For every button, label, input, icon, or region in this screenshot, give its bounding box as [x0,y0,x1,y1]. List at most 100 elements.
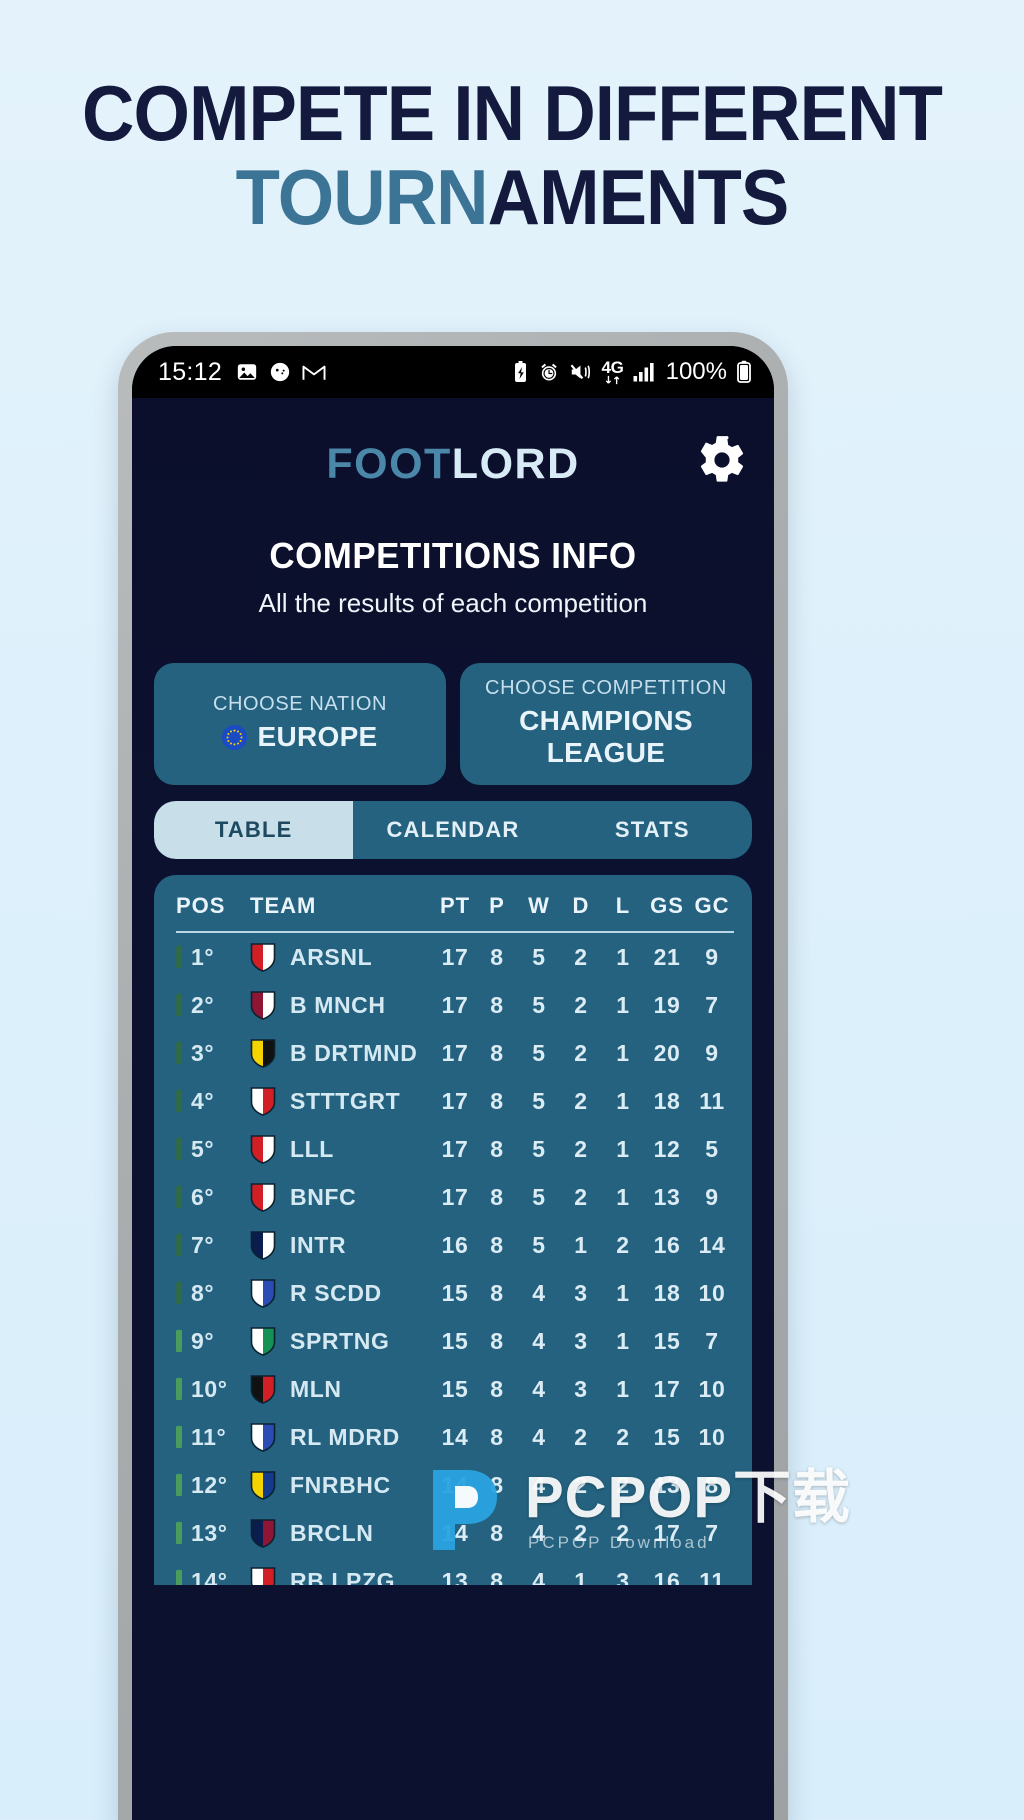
cell-position: 10° [176,1376,250,1403]
cell-losses: 1 [616,1087,630,1114]
battery-percent-label: 100% [665,358,727,385]
cell-points: 17 [441,1183,469,1210]
cell-played: 8 [490,1135,504,1162]
team-name: BRCLN [290,1519,374,1546]
position-label: 4° [191,1087,215,1114]
table-row[interactable]: 8° R SCDD 15 8 4 3 1 18 10 [154,1269,752,1317]
position-label: 2° [191,991,215,1018]
cell-goals-conceded: 10 [698,1279,726,1306]
table-row[interactable]: 13° BRCLN 14 8 4 2 2 17 7 [154,1509,752,1557]
cell-position: 1° [176,944,250,971]
qualification-bar [176,1042,182,1064]
cell-losses: 1 [616,1327,630,1354]
cell-team: B MNCH [250,990,434,1020]
position-label: 3° [191,1039,215,1066]
cell-goals-conceded: 10 [698,1375,726,1402]
table-row[interactable]: 6° BNFC 17 8 5 2 1 13 9 [154,1173,752,1221]
cell-draws: 1 [574,1231,588,1258]
position-label: 13° [191,1519,228,1546]
position-label: 8° [191,1279,215,1306]
cell-points: 14 [441,1519,469,1546]
cell-wins: 4 [532,1279,546,1306]
gear-icon[interactable] [696,434,748,486]
cell-draws: 2 [574,943,588,970]
cell-goals-conceded: 7 [705,1327,719,1354]
cell-position: 2° [176,992,250,1019]
team-name: RL MDRD [290,1423,400,1450]
cell-team: LLL [250,1134,434,1164]
cell-goals-conceded: 5 [705,1135,719,1162]
cell-draws: 1 [574,1567,588,1586]
column-header-gc: GC [694,893,730,918]
cell-position: 14° [176,1568,250,1585]
table-row[interactable]: 7° INTR 16 8 5 1 2 16 14 [154,1221,752,1269]
table-row[interactable]: 11° RL MDRD 14 8 4 2 2 15 10 [154,1413,752,1461]
column-header-pt: PT [439,893,471,918]
cell-goals-conceded: 9 [705,1039,719,1066]
cell-wins: 4 [532,1327,546,1354]
position-label: 6° [191,1183,215,1210]
cell-goals-scored: 18 [653,1279,681,1306]
cell-played: 8 [490,1471,504,1498]
cell-goals-conceded: 11 [699,1087,725,1114]
table-row[interactable]: 4° STTTGRT 17 8 5 2 1 18 11 [154,1077,752,1125]
cell-losses: 1 [616,943,630,970]
alarm-icon [538,361,560,383]
promo-headline-rest: AMENTS [487,152,790,241]
cell-draws: 2 [574,1183,588,1210]
cell-points: 17 [441,1087,469,1114]
cell-wins: 5 [532,1039,546,1066]
cell-draws: 2 [574,1471,588,1498]
team-name: LLL [290,1135,334,1162]
qualification-bar [176,1138,182,1160]
team-name: RB LPZG [290,1567,396,1586]
cell-wins: 5 [532,1231,546,1258]
cell-played: 8 [490,1519,504,1546]
table-row[interactable]: 14° RB LPZG 13 8 4 1 3 16 11 [154,1557,752,1585]
table-row[interactable]: 9° SPRTNG 15 8 4 3 1 15 7 [154,1317,752,1365]
battery-saver-icon [512,360,529,384]
table-row[interactable]: 1° ARSNL 17 8 5 2 1 21 9 [154,933,752,981]
cell-goals-scored: 16 [653,1567,681,1586]
team-name: B MNCH [290,991,386,1018]
cell-wins: 4 [532,1471,546,1498]
table-row[interactable]: 5° LLL 17 8 5 2 1 12 5 [154,1125,752,1173]
cell-wins: 5 [532,991,546,1018]
cell-wins: 4 [532,1567,546,1586]
column-header-team: TEAM [250,893,317,918]
app-header: FOOTLORD [154,398,752,489]
choose-competition-button[interactable]: CHOOSE COMPETITION CHAMPIONS LEAGUE [460,663,752,785]
cell-wins: 5 [532,1183,546,1210]
choose-competition-value-wrap: CHAMPIONS LEAGUE [468,705,744,769]
table-body: 1° ARSNL 17 8 5 2 1 21 9 2° B MNCH 17 8 5 2 1 19 7 3° B DRT… [154,933,752,1585]
table-row[interactable]: 12° FNRBHC 14 8 4 2 2 13 8 [154,1461,752,1509]
cell-goals-conceded: 14 [698,1231,726,1258]
qualification-bar [176,1186,182,1208]
cell-goals-conceded: 7 [705,991,719,1018]
cell-goals-scored: 17 [653,1519,681,1546]
app-logo-part2: LORD [451,440,580,488]
qualification-bar [176,1426,182,1448]
cell-goals-scored: 16 [653,1231,681,1258]
choose-nation-button[interactable]: CHOOSE NATION [154,663,446,785]
tab-table[interactable]: TABLE [154,801,354,859]
team-crest-icon [250,1566,276,1585]
tab-calendar[interactable]: CALENDAR [386,817,520,842]
cell-goals-scored: 15 [653,1423,681,1450]
mute-vibrate-icon [569,361,593,383]
cell-losses: 2 [616,1423,630,1450]
team-crest-icon [250,1182,276,1212]
table-row[interactable]: 3° B DRTMND 17 8 5 2 1 20 9 [154,1029,752,1077]
tab-stats[interactable]: STATS [614,817,690,842]
cell-losses: 1 [616,1039,630,1066]
cell-goals-conceded: 9 [705,943,719,970]
cell-team: B DRTMND [250,1038,434,1068]
table-row[interactable]: 2° B MNCH 17 8 5 2 1 19 7 [154,981,752,1029]
app-logo-part1: FOOT [326,440,452,488]
cell-goals-scored: 12 [653,1135,681,1162]
cell-team: ARSNL [250,942,434,972]
cell-draws: 3 [574,1279,588,1306]
settings-button[interactable] [696,434,748,486]
table-row[interactable]: 10° MLN 15 8 4 3 1 17 10 [154,1365,752,1413]
cell-points: 17 [441,943,469,970]
